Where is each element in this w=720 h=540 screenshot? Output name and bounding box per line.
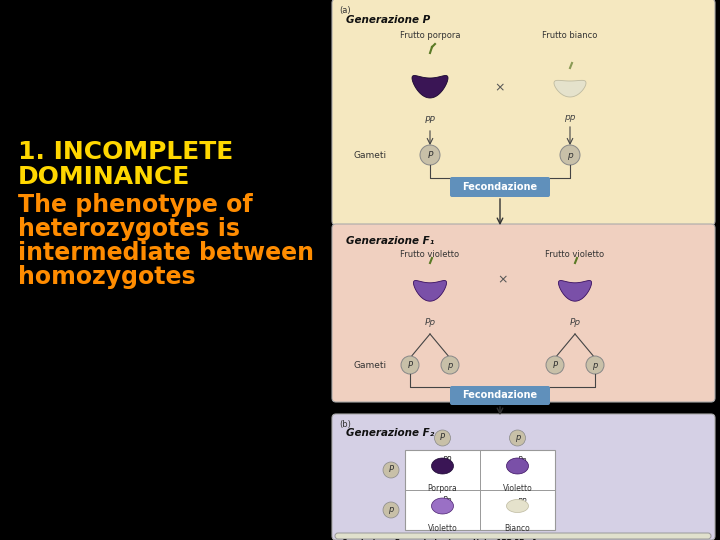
Text: Frutto violetto: Frutto violetto — [546, 250, 605, 259]
Text: Violetto: Violetto — [503, 484, 532, 493]
Polygon shape — [431, 458, 454, 474]
Circle shape — [434, 430, 451, 446]
Text: p: p — [515, 434, 520, 442]
Circle shape — [546, 356, 564, 374]
Text: P: P — [440, 434, 445, 442]
Text: ×: × — [498, 273, 508, 287]
Text: P: P — [389, 465, 394, 475]
Text: DOMINANCE: DOMINANCE — [18, 165, 190, 189]
Text: Gameti: Gameti — [354, 151, 387, 159]
Text: Frutto porpora: Frutto porpora — [400, 31, 460, 40]
Text: Porpora: Porpora — [428, 484, 457, 493]
Text: P: P — [427, 151, 433, 159]
Text: heterozygotes is: heterozygotes is — [18, 217, 240, 241]
Text: p: p — [567, 151, 573, 159]
Circle shape — [420, 145, 440, 165]
Text: Generazione F₂: Generazione F₂ — [346, 428, 434, 438]
Text: Pp: Pp — [443, 496, 452, 505]
Polygon shape — [554, 80, 586, 97]
Circle shape — [401, 356, 419, 374]
FancyBboxPatch shape — [332, 414, 715, 540]
Circle shape — [560, 145, 580, 165]
Text: 1. INCOMPLETE: 1. INCOMPLETE — [18, 140, 233, 164]
Polygon shape — [506, 500, 528, 512]
Text: Pp: Pp — [570, 318, 580, 327]
FancyBboxPatch shape — [450, 177, 550, 197]
Text: The phenotype of: The phenotype of — [18, 193, 253, 217]
Text: Pp: Pp — [424, 318, 436, 327]
Text: Frutto bianco: Frutto bianco — [542, 31, 598, 40]
Text: p: p — [447, 361, 453, 369]
Circle shape — [383, 462, 399, 478]
Circle shape — [586, 356, 604, 374]
Polygon shape — [413, 280, 446, 301]
Text: Bianco: Bianco — [505, 524, 531, 533]
Text: ×: × — [495, 82, 505, 94]
Text: Generazione F₁: Generazione F₁ — [346, 236, 434, 246]
Circle shape — [383, 502, 399, 518]
Text: p: p — [593, 361, 598, 369]
Text: PP: PP — [425, 116, 436, 125]
FancyBboxPatch shape — [335, 533, 711, 539]
Text: pp: pp — [564, 113, 576, 122]
Text: P: P — [408, 361, 413, 369]
Text: Frutto violetto: Frutto violetto — [400, 250, 459, 259]
Text: PP: PP — [443, 456, 451, 465]
Text: Gameti: Gameti — [354, 361, 387, 369]
Circle shape — [510, 430, 526, 446]
Text: (b): (b) — [339, 420, 351, 429]
Text: homozygotes: homozygotes — [18, 265, 196, 289]
Text: Fecondazione: Fecondazione — [462, 182, 538, 192]
Polygon shape — [431, 498, 454, 514]
Polygon shape — [412, 76, 448, 98]
Text: Conclusione: Rapporto tra i genotipi    1PP:2Pp:1pp: Conclusione: Rapporto tra i genotipi 1PP… — [342, 539, 547, 540]
Text: (a): (a) — [339, 6, 351, 15]
Text: Fecondazione: Fecondazione — [462, 390, 538, 400]
Polygon shape — [559, 280, 592, 301]
FancyBboxPatch shape — [405, 450, 555, 530]
Text: intermediate between: intermediate between — [18, 241, 314, 265]
Text: p: p — [388, 505, 394, 515]
Circle shape — [441, 356, 459, 374]
Polygon shape — [506, 458, 528, 474]
Text: pp: pp — [518, 496, 527, 505]
Text: P: P — [552, 361, 557, 369]
Text: Pp: Pp — [518, 456, 527, 465]
FancyBboxPatch shape — [450, 386, 550, 405]
Text: Violetto: Violetto — [428, 524, 457, 533]
FancyBboxPatch shape — [332, 224, 715, 402]
Text: Generazione P: Generazione P — [346, 15, 431, 25]
FancyBboxPatch shape — [332, 0, 715, 225]
